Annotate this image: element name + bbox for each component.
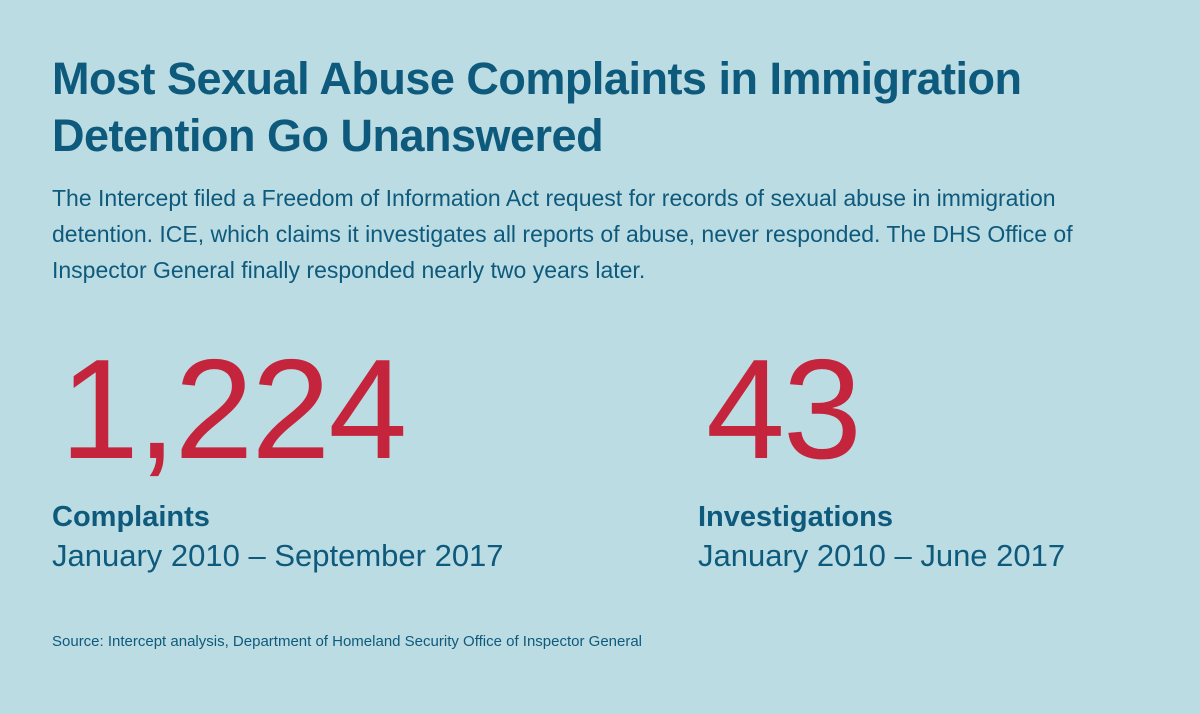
investigations-date-range: January 2010 – June 2017 [698,538,1066,573]
complaints-date-range: January 2010 – September 2017 [52,538,504,573]
investigations-count: 43 [706,330,862,489]
complaints-label: Complaints [52,501,210,533]
investigations-stat: 43 Investigations January 2010 – June 20… [698,330,1065,576]
complaints-stat: 1,224 Complaints January 2010 – Septembe… [52,330,504,576]
source-note: Source: Intercept analysis, Department o… [52,633,643,650]
complaints-count: 1,224 [60,330,407,489]
investigations-label: Investigations [698,501,893,533]
intro-text: The Intercept filed a Freedom of Informa… [52,185,1073,283]
page-title: Most Sexual Abuse Complaints in Immigrat… [52,53,1022,161]
